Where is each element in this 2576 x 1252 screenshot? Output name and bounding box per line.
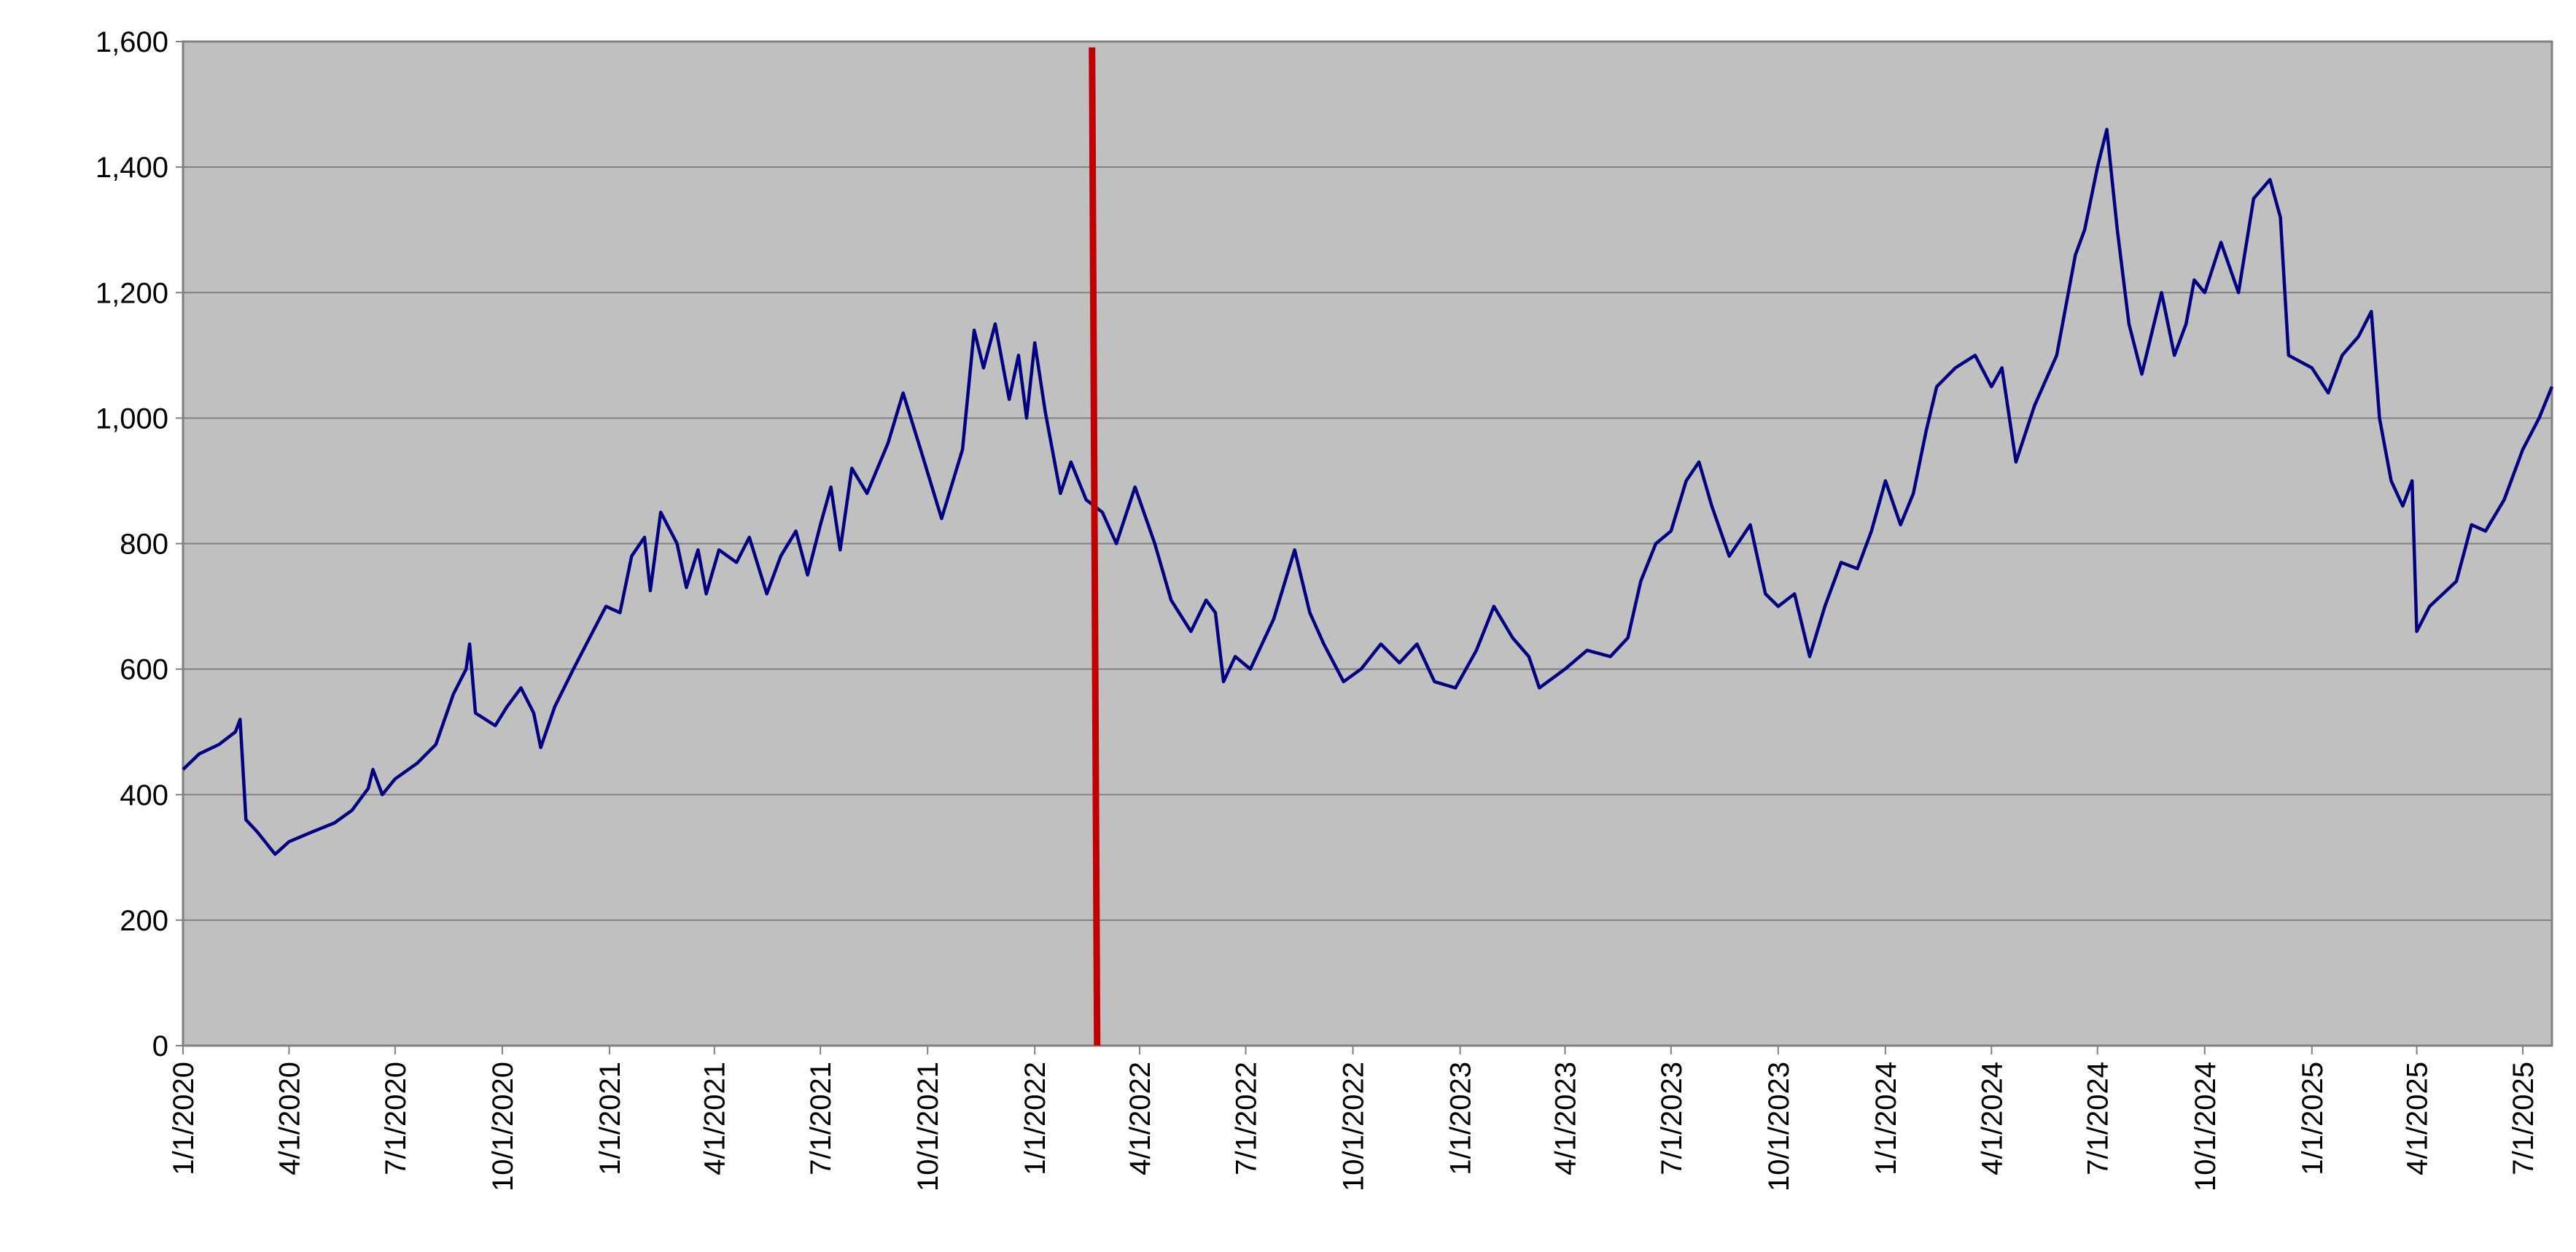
y-tick-label: 1,200 bbox=[96, 277, 168, 309]
x-tick-label: 10/1/2020 bbox=[487, 1062, 519, 1191]
data-line bbox=[182, 128, 2554, 856]
x-tick-label: 1/1/2024 bbox=[1870, 1062, 1902, 1175]
x-tick-label: 10/1/2022 bbox=[1338, 1062, 1370, 1191]
x-tick-label: 10/1/2023 bbox=[1763, 1062, 1795, 1191]
x-tick-label: 4/1/2024 bbox=[1976, 1062, 2008, 1175]
x-tick-label: 1/1/2020 bbox=[168, 1062, 200, 1175]
x-tick-label: 4/1/2023 bbox=[1549, 1062, 1581, 1175]
x-tick-label: 4/1/2021 bbox=[699, 1062, 731, 1175]
y-tick-label: 800 bbox=[120, 529, 168, 561]
x-tick-label: 7/1/2024 bbox=[2082, 1062, 2114, 1175]
x-tick-label: 7/1/2023 bbox=[1656, 1062, 1688, 1175]
x-tick-label: 1/1/2023 bbox=[1445, 1062, 1477, 1175]
x-tick-label: 4/1/2025 bbox=[2402, 1062, 2434, 1175]
x-tick-label: 1/1/2022 bbox=[1019, 1062, 1051, 1175]
y-tick-label: 1,400 bbox=[96, 152, 168, 184]
x-tick-label: 1/1/2021 bbox=[594, 1062, 626, 1175]
x-tick-label: 10/1/2021 bbox=[912, 1062, 944, 1191]
x-tick-label: 4/1/2020 bbox=[273, 1062, 306, 1175]
y-tick-label: 1,600 bbox=[96, 26, 168, 58]
y-tick-label: 200 bbox=[120, 905, 168, 937]
y-tick-label: 400 bbox=[120, 779, 168, 812]
event-line bbox=[1089, 47, 1101, 1046]
y-tick-label: 600 bbox=[120, 654, 168, 686]
x-tick-label: 7/1/2020 bbox=[380, 1062, 412, 1175]
x-tick-label: 7/1/2025 bbox=[2507, 1062, 2540, 1175]
x-tick-label: 7/1/2021 bbox=[805, 1062, 837, 1175]
x-tick-label: 10/1/2024 bbox=[2190, 1062, 2222, 1191]
x-tick-label: 4/1/2022 bbox=[1124, 1062, 1156, 1175]
x-tick-label: 7/1/2022 bbox=[1230, 1062, 1262, 1175]
y-tick-label: 0 bbox=[152, 1030, 168, 1062]
x-tick-label: 1/1/2025 bbox=[2297, 1062, 2329, 1175]
y-tick-label: 1,000 bbox=[96, 403, 168, 435]
